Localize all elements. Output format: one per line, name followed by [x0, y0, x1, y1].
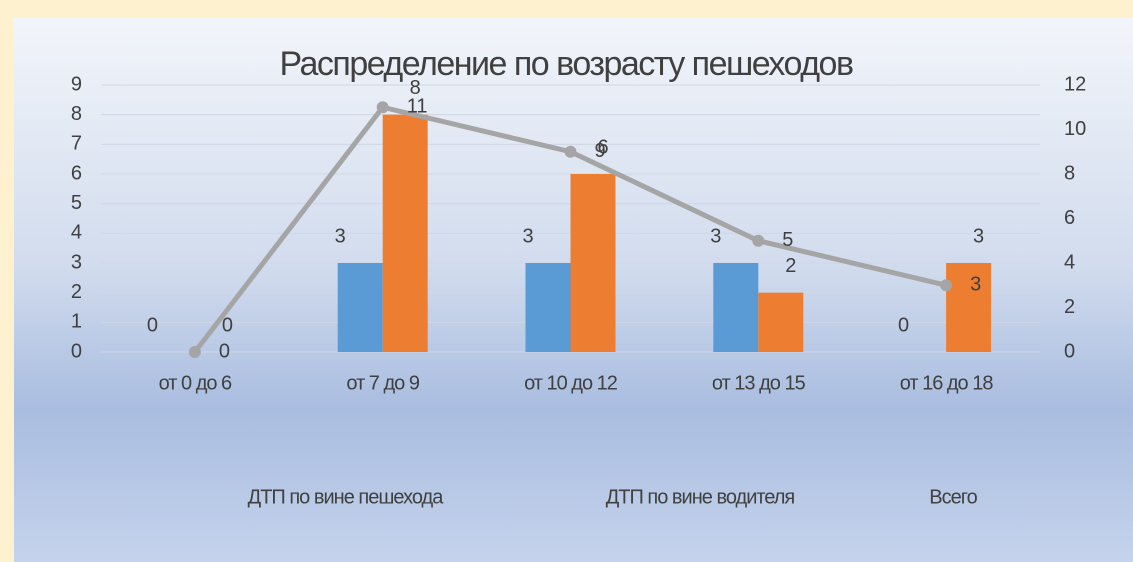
data-label: 3 — [710, 225, 721, 247]
y-tick-label: 9 — [71, 73, 82, 95]
data-label: 3 — [522, 225, 533, 247]
data-label: 3 — [973, 225, 984, 247]
y-tick-label: 8 — [71, 103, 82, 125]
y2-tick-label: 8 — [1064, 162, 1075, 184]
chart-title: Распределение по возрасту пешеходов — [279, 45, 853, 83]
data-label: 9 — [595, 140, 606, 162]
y-tick-label: 7 — [71, 133, 82, 155]
y-tick-label: 0 — [71, 340, 82, 362]
y-tick-label: 1 — [71, 311, 82, 333]
y-tick-label: 6 — [71, 162, 82, 184]
bar — [713, 263, 759, 352]
data-label: 5 — [782, 229, 793, 251]
x-tick-label: от 7 до 9 — [346, 372, 419, 394]
bar — [382, 114, 428, 353]
data-label: 6 — [597, 136, 608, 158]
legend-label: ДТП по вине водителя — [606, 486, 795, 508]
line-point — [188, 346, 201, 358]
x-tick-label: от 0 до 6 — [159, 372, 232, 394]
line-point — [564, 145, 577, 158]
legend-label: Всего — [929, 486, 977, 508]
line-point — [752, 234, 765, 247]
x-tick-label: от 13 до 15 — [712, 372, 806, 394]
data-label: 0 — [222, 314, 233, 336]
data-label: 0 — [147, 314, 158, 336]
bar — [570, 174, 616, 352]
bar — [758, 292, 804, 352]
data-label: 2 — [785, 255, 796, 277]
bar — [946, 263, 992, 352]
y-tick-label: 3 — [71, 251, 82, 273]
x-tick-label: от 10 до 12 — [524, 372, 618, 394]
line-point — [940, 279, 953, 292]
y-tick-label: 4 — [71, 222, 82, 244]
data-label: 3 — [970, 274, 981, 296]
bar — [337, 263, 383, 352]
y2-tick-label: 2 — [1064, 296, 1075, 318]
bar — [525, 263, 571, 352]
y2-tick-label: 10 — [1064, 118, 1086, 140]
data-label: 3 — [335, 225, 346, 247]
data-label: 11 — [407, 96, 428, 118]
data-label: 0 — [219, 340, 230, 362]
data-label: 0 — [898, 314, 909, 336]
y2-tick-label: 6 — [1064, 207, 1075, 229]
y2-tick-label: 0 — [1064, 340, 1075, 362]
y2-tick-label: 4 — [1064, 251, 1075, 273]
y-tick-label: 5 — [71, 192, 82, 214]
line-point — [376, 101, 389, 114]
y2-tick-label: 12 — [1064, 73, 1086, 95]
data-label: 8 — [410, 77, 421, 99]
legend-label: ДТП по вине пешехода — [248, 486, 445, 508]
y-tick-label: 2 — [71, 281, 82, 303]
x-tick-label: от 16 до 18 — [900, 372, 994, 394]
